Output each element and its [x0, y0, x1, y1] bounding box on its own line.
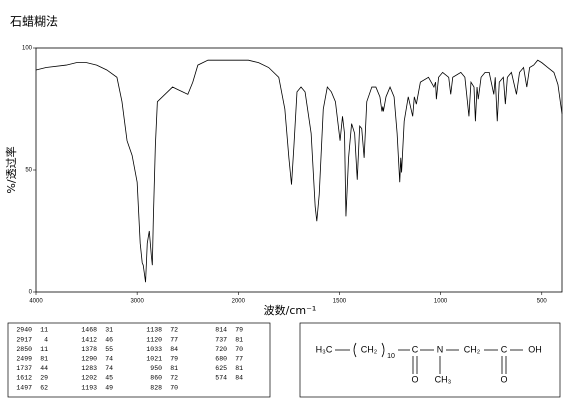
x-tick-label: 1000	[434, 299, 448, 305]
peak-transmittance: 79	[235, 327, 243, 334]
peak-wavenumber: 2850	[16, 346, 32, 353]
peak-wavenumber: 2940	[16, 327, 32, 334]
peak-wavenumber: 1033	[146, 346, 162, 353]
peak-transmittance: 70	[170, 384, 178, 391]
structure-atom: C	[412, 344, 419, 354]
peak-transmittance: 84	[170, 346, 178, 353]
x-tick-label: 3000	[130, 299, 144, 305]
peak-transmittance: 11	[40, 327, 48, 334]
peak-transmittance: 72	[170, 375, 178, 382]
peak-wavenumber: 1021	[146, 356, 162, 363]
peak-wavenumber: 1120	[146, 336, 162, 343]
peak-transmittance: 77	[235, 356, 243, 363]
structure-atom: CH₃	[435, 374, 452, 384]
peak-wavenumber: 737	[215, 336, 227, 343]
peak-transmittance: 77	[170, 336, 178, 343]
structure-box	[299, 322, 561, 398]
x-axis-label: 波数/cm⁻¹	[264, 304, 317, 317]
peak-transmittance: 81	[40, 356, 48, 363]
peak-wavenumber: 950	[150, 365, 162, 372]
peak-wavenumber: 574	[215, 375, 227, 382]
peak-transmittance: 81	[235, 336, 243, 343]
peak-wavenumber: 1737	[16, 365, 32, 372]
peak-transmittance: 46	[105, 336, 113, 343]
peak-transmittance: 29	[40, 375, 48, 382]
x-tick-label: 500	[537, 299, 548, 305]
peak-wavenumber: 1290	[81, 356, 97, 363]
peak-wavenumber: 1612	[16, 375, 32, 382]
peak-transmittance: 72	[170, 327, 178, 334]
x-tick-label: 1500	[333, 299, 347, 305]
peak-transmittance: 79	[170, 356, 178, 363]
structure-atom: CH₂	[464, 344, 481, 354]
structure-atom: 10	[387, 353, 395, 360]
spectrum-line	[35, 59, 563, 283]
x-tick-label: 4000	[29, 299, 43, 305]
plot-frame	[35, 47, 563, 293]
peak-wavenumber: 1202	[81, 375, 97, 382]
peak-transmittance: 70	[235, 346, 243, 353]
x-tick-label: 2000	[232, 299, 246, 305]
peak-wavenumber: 2917	[16, 336, 32, 343]
structure-atom: N	[437, 344, 444, 354]
peak-transmittance: 55	[105, 346, 113, 353]
peak-wavenumber: 1378	[81, 346, 97, 353]
peak-transmittance: 74	[105, 356, 113, 363]
peak-transmittance: 44	[40, 365, 48, 372]
peak-transmittance: 81	[235, 365, 243, 372]
peak-transmittance: 11	[40, 346, 48, 353]
y-tick-label: 0	[29, 290, 33, 296]
peak-wavenumber: 625	[215, 365, 227, 372]
y-tick-label: 100	[22, 46, 33, 52]
peak-transmittance: 74	[105, 365, 113, 372]
peak-transmittance: 4	[44, 336, 48, 343]
peak-transmittance: 45	[105, 375, 113, 382]
peak-wavenumber: 2499	[16, 356, 32, 363]
structure-atom: OH	[528, 344, 542, 354]
peak-transmittance: 62	[40, 384, 48, 391]
structure-atom: O	[411, 374, 418, 384]
chart-title: 石蜡糊法	[10, 14, 58, 29]
peak-wavenumber: 1283	[81, 365, 97, 372]
y-axis-label: %/透过率	[4, 146, 18, 193]
structure-atom: H₃C	[316, 344, 333, 354]
peak-wavenumber: 814	[215, 327, 227, 334]
peak-wavenumber: 1193	[81, 384, 97, 391]
structure-atom: C	[501, 344, 508, 354]
peak-wavenumber: 1138	[146, 327, 162, 334]
y-tick-label: 50	[25, 168, 32, 174]
peak-wavenumber: 680	[215, 356, 227, 363]
peak-table-box	[7, 322, 271, 398]
peak-wavenumber: 1468	[81, 327, 97, 334]
peak-transmittance: 84	[235, 375, 243, 382]
peak-wavenumber: 828	[150, 384, 162, 391]
peak-wavenumber: 1497	[16, 384, 32, 391]
peak-transmittance: 49	[105, 384, 113, 391]
structure-bonds	[335, 342, 523, 374]
structure-atom: CH₂	[361, 344, 378, 354]
peak-transmittance: 31	[105, 327, 113, 334]
peak-transmittance: 81	[170, 365, 178, 372]
peak-wavenumber: 720	[215, 346, 227, 353]
peak-wavenumber: 860	[150, 375, 162, 382]
structure-atom: O	[500, 374, 507, 384]
peak-wavenumber: 1412	[81, 336, 97, 343]
